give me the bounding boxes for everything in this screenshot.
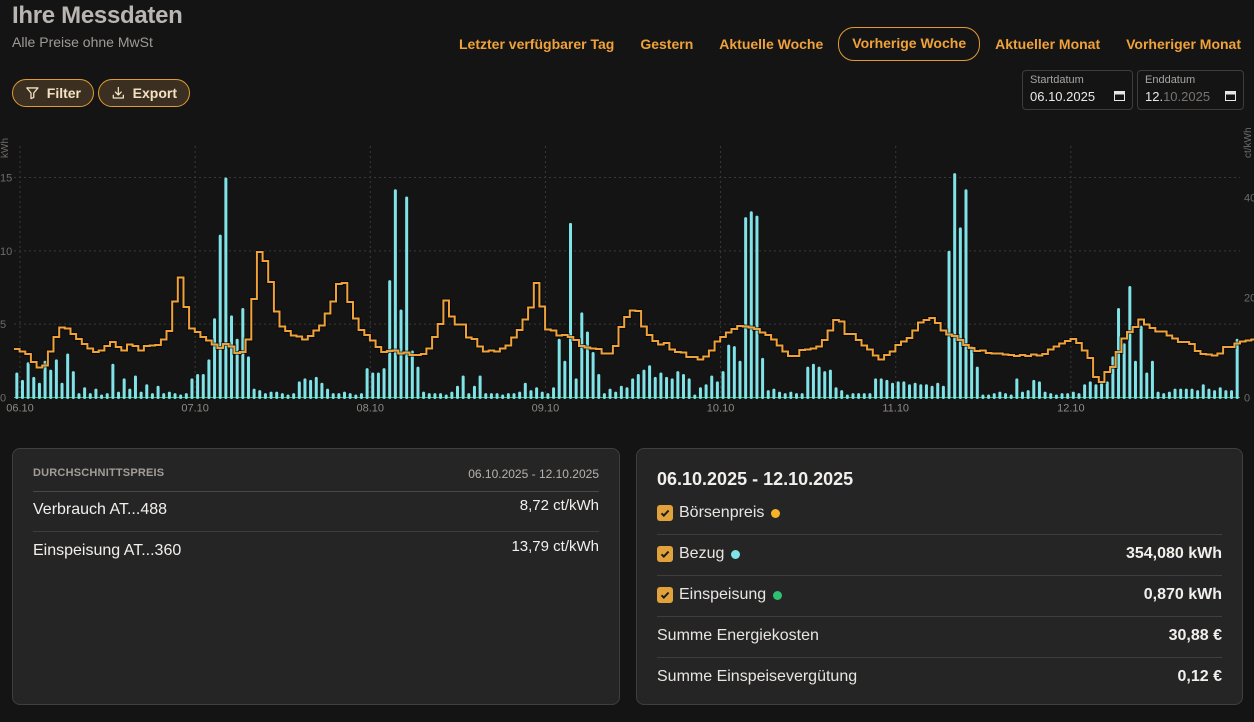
end-date-input[interactable]: Enddatum 12.10.2025 [1137, 70, 1244, 110]
period-yesterday[interactable]: Gestern [640, 36, 694, 52]
calendar-icon[interactable] [1225, 90, 1236, 101]
total-feed-in-row: Summe Einspeisevergütung 0,12 € [657, 657, 1222, 698]
price-line-shadow [14, 250, 1254, 384]
filter-button[interactable]: Filter [12, 79, 94, 107]
y-right-tick-label: 20 [1244, 293, 1254, 305]
page-subtitle: Alle Preise ohne MwSt [12, 34, 153, 50]
series-toggle-boersenpreis[interactable]: Börsenpreis [657, 493, 1222, 535]
period-current-week[interactable]: Aktuelle Woche [719, 36, 824, 52]
x-tick-label: 07.10 [181, 403, 209, 415]
download-icon [112, 86, 125, 99]
summary-title: 06.10.2025 - 12.10.2025 [657, 469, 854, 489]
funnel-icon [26, 87, 39, 100]
x-tick-label: 12.10 [1057, 403, 1085, 415]
series-total: 354,080 kWh [1125, 545, 1222, 562]
meter-price: 13,79 ct/kWh [511, 538, 599, 555]
x-tick-label: 10.10 [707, 403, 735, 415]
meter-label: Einspeisung AT...360 [33, 542, 182, 559]
summary-card: 06.10.2025 - 12.10.2025 Börsenpreis Bezu… [636, 448, 1243, 705]
start-date-label: Startdatum [1030, 74, 1084, 86]
y-right-tick-label: 0 [1244, 393, 1250, 405]
total-label: Summe Einspeisevergütung [657, 668, 858, 685]
period-current-month[interactable]: Aktueller Monat [995, 36, 1101, 52]
average-price-row: Verbrauch AT...488 8,72 ct/kWh [33, 491, 599, 532]
period-previous-month[interactable]: Vorheriger Monat [1126, 36, 1241, 52]
average-price-range: 06.10.2025 - 12.10.2025 [468, 467, 599, 481]
series-label: Einspeisung [679, 586, 767, 603]
period-selector: Letzter verfügbarer Tag Gestern Aktuelle… [446, 27, 1254, 61]
energy-price-chart[interactable]: 06.10 07.10 08.10 09.10 10.10 11.10 12.10 0 5 10 1… [0, 118, 1254, 418]
calendar-icon[interactable] [1114, 90, 1125, 101]
series-color-dot [771, 508, 781, 518]
y-left-tick-label: 5 [0, 319, 6, 331]
meter-label: Verbrauch AT...488 [33, 501, 168, 518]
y-left-axis-label: kWh [0, 138, 11, 158]
price-line [14, 251, 1254, 383]
total-energy-costs-row: Summe Energiekosten 30,88 € [657, 616, 1222, 658]
end-date-placeholder: 10.2025 [1163, 89, 1211, 104]
series-total: 0,870 kWh [1143, 586, 1222, 603]
average-price-row: Einspeisung AT...360 13,79 ct/kWh [33, 532, 599, 572]
checkbox-checked-icon[interactable] [657, 505, 673, 521]
x-tick-label: 11.10 [882, 403, 909, 415]
end-date-value: 12.10.2025 [1145, 89, 1210, 104]
average-price-card: DURCHSCHNITTSPREIS 06.10.2025 - 12.10.20… [12, 448, 620, 705]
start-date-input[interactable]: Startdatum 06.10.2025 [1022, 70, 1133, 110]
series-color-dot [773, 590, 783, 600]
x-tick-label: 08.10 [357, 403, 385, 415]
checkbox-checked-icon[interactable] [657, 587, 673, 603]
series-label: Börsenpreis [679, 504, 765, 521]
series-label: Bezug [679, 545, 725, 562]
total-value: 30,88 € [1168, 627, 1222, 644]
average-price-heading: DURCHSCHNITTSPREIS [33, 467, 165, 479]
filter-label: Filter [46, 85, 81, 101]
total-label: Summe Energiekosten [657, 627, 819, 644]
period-previous-week[interactable]: Vorherige Woche [838, 27, 981, 61]
series-color-dot [731, 549, 741, 559]
y-right-axis-label: ct/kWh [1243, 127, 1254, 158]
meter-price: 8,72 ct/kWh [519, 497, 599, 514]
x-tick-label: 09.10 [532, 403, 560, 415]
x-tick-label: 06.10 [6, 403, 34, 415]
average-price-header: DURCHSCHNITTSPREIS 06.10.2025 - 12.10.20… [33, 463, 599, 492]
start-date-value: 06.10.2025 [1030, 89, 1096, 104]
page-title: Ihre Messdaten [12, 2, 183, 29]
period-last-day[interactable]: Letzter verfügbarer Tag [459, 36, 615, 52]
checkbox-checked-icon[interactable] [657, 546, 673, 562]
end-date-typed: 12. [1145, 89, 1164, 104]
y-left-tick-label: 10 [0, 246, 12, 258]
export-button[interactable]: Export [98, 79, 190, 107]
y-right-tick-label: 40 [1244, 193, 1254, 205]
end-date-label: Enddatum [1145, 74, 1196, 86]
y-left-tick-label: 0 [0, 393, 6, 405]
total-value: 0,12 € [1177, 668, 1222, 685]
series-toggle-einspeisung[interactable]: Einspeisung 0,870 kWh [657, 575, 1222, 617]
export-label: Export [132, 85, 177, 101]
series-toggle-bezug[interactable]: Bezug 354,080 kWh [657, 534, 1222, 576]
y-left-tick-label: 15 [0, 173, 12, 185]
